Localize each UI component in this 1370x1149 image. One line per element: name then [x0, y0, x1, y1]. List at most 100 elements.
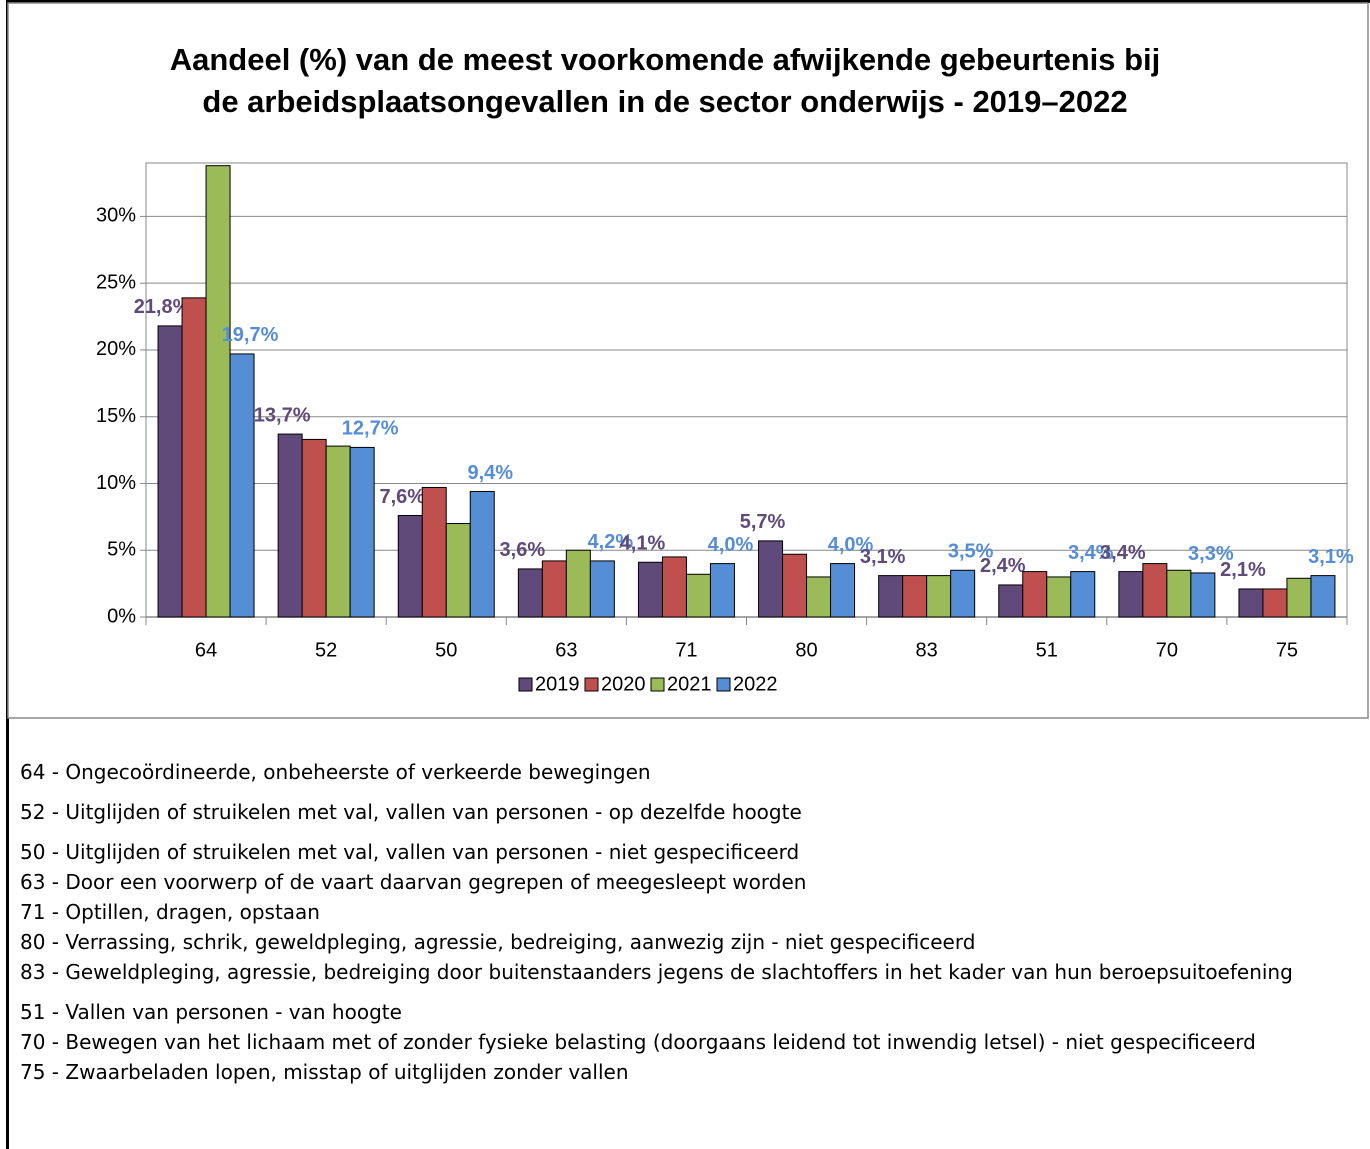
bar	[1238, 588, 1264, 618]
data-label: 3,4%	[1100, 542, 1146, 564]
bar	[277, 433, 303, 618]
bar	[205, 165, 231, 618]
bar	[1262, 588, 1288, 618]
bar	[998, 584, 1024, 618]
note: 71 - Optillen, dragen, opstaan	[20, 900, 320, 924]
bar	[1286, 577, 1312, 618]
chart: Aandeel (%) van de meest voorkomende afw…	[7, 2, 1369, 719]
x-tick-label: 50	[435, 639, 457, 661]
legend-swatch	[650, 677, 665, 692]
bar	[1070, 571, 1096, 618]
bar	[541, 560, 567, 618]
bar	[902, 575, 928, 618]
data-label: 2,4%	[980, 555, 1026, 577]
bar	[469, 490, 495, 618]
bar	[1142, 563, 1168, 618]
y-tick-label: 15%	[96, 405, 136, 427]
bar	[229, 353, 255, 618]
bar	[1190, 572, 1216, 618]
data-label: 4,0%	[708, 534, 754, 556]
notes: 64 - Ongecoördineerde, onbeheerste of ve…	[20, 758, 1340, 1098]
bar	[782, 553, 808, 618]
bar	[445, 523, 471, 618]
note: 83 - Geweldpleging, agressie, bedreiging…	[20, 960, 1293, 984]
data-label: 12,7%	[342, 418, 399, 440]
bar	[878, 575, 904, 618]
note: 50 - Uitglijden of struikelen met val, v…	[20, 840, 800, 864]
x-tick-label: 83	[916, 639, 938, 661]
data-label: 21,8%	[134, 296, 191, 318]
legend-label: 2020	[601, 673, 646, 695]
bar	[685, 573, 711, 618]
x-tick-label: 70	[1156, 639, 1178, 661]
bar	[758, 540, 784, 618]
data-label: 5,7%	[740, 511, 786, 533]
note: 64 - Ongecoördineerde, onbeheerste of ve…	[20, 760, 651, 784]
bar	[806, 576, 832, 618]
data-label: 7,6%	[379, 486, 425, 508]
data-label: 3,6%	[500, 539, 546, 561]
data-label: 3,1%	[860, 546, 906, 568]
y-tick-label: 5%	[107, 539, 136, 561]
data-label: 4,2%	[588, 531, 634, 553]
chart-title: de arbeidsplaatsongevallen in de sector …	[202, 84, 1127, 119]
legend-label: 2022	[733, 673, 778, 695]
bar	[709, 563, 735, 618]
y-tick-label: 30%	[96, 205, 136, 227]
data-label: 19,7%	[222, 324, 279, 346]
x-tick-label: 75	[1276, 639, 1298, 661]
note: 75 - Zwaarbeladen lopen, misstap of uitg…	[20, 1060, 629, 1084]
bar	[1022, 571, 1048, 618]
bar	[181, 297, 207, 618]
bar	[421, 486, 447, 618]
x-tick-label: 51	[1036, 639, 1058, 661]
note: 51 - Vallen van personen - van hoogte	[20, 1000, 402, 1024]
x-tick-label: 64	[195, 639, 217, 661]
bar	[926, 575, 952, 618]
legend-label: 2019	[535, 673, 580, 695]
bar	[325, 445, 351, 618]
y-tick-label: 25%	[96, 271, 136, 293]
bar	[397, 515, 423, 618]
bar	[1118, 571, 1144, 618]
data-label: 3,5%	[948, 541, 994, 563]
data-label: 9,4%	[467, 462, 513, 484]
bar	[157, 325, 183, 618]
bar	[517, 568, 543, 618]
data-label: 13,7%	[254, 404, 311, 426]
x-tick-label: 80	[795, 639, 817, 661]
bar	[830, 563, 856, 618]
legend-swatch	[716, 677, 731, 692]
note: 52 - Uitglijden of struikelen met val, v…	[20, 800, 802, 824]
x-tick-label: 71	[675, 639, 697, 661]
chart-title: Aandeel (%) van de meest voorkomende afw…	[170, 42, 1161, 77]
x-tick-label: 52	[315, 639, 337, 661]
note: 80 - Verrassing, schrik, geweldpleging, …	[20, 930, 976, 954]
data-label: 2,1%	[1220, 559, 1266, 581]
bar	[661, 556, 687, 618]
bar	[1046, 576, 1072, 618]
legend-swatch	[584, 677, 599, 692]
bar	[565, 549, 591, 618]
bar	[1310, 575, 1336, 618]
data-label: 3,1%	[1308, 546, 1354, 568]
bar	[637, 561, 663, 618]
y-tick-label: 10%	[96, 472, 136, 494]
bar	[950, 569, 976, 618]
bar	[1166, 569, 1192, 618]
note: 70 - Bewegen van het lichaam met of zond…	[20, 1030, 1256, 1054]
note: 63 - Door een voorwerp of de vaart daarv…	[20, 870, 807, 894]
legend-label: 2021	[667, 673, 712, 695]
data-label: 4,1%	[620, 533, 666, 555]
y-tick-label: 20%	[96, 338, 136, 360]
bar	[589, 560, 615, 618]
bar	[349, 446, 375, 618]
bar	[301, 438, 327, 618]
y-tick-label: 0%	[107, 605, 136, 627]
data-label: 3,4%	[1068, 542, 1114, 564]
legend-swatch	[518, 677, 533, 692]
data-label: 3,3%	[1188, 543, 1234, 565]
data-label: 4,0%	[828, 534, 874, 556]
x-tick-label: 63	[555, 639, 577, 661]
